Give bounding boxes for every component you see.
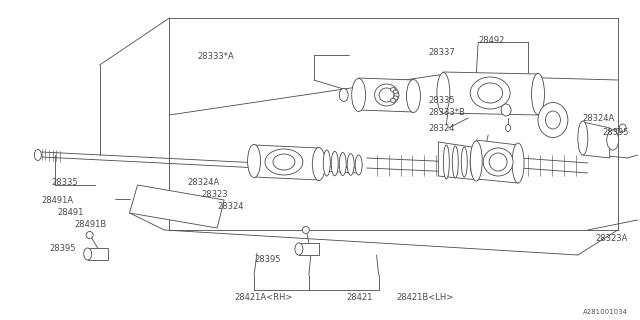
Ellipse shape <box>461 147 467 177</box>
Text: 28491A: 28491A <box>42 196 74 204</box>
Ellipse shape <box>532 74 545 115</box>
Text: 28395: 28395 <box>50 244 76 252</box>
Ellipse shape <box>619 124 626 132</box>
Polygon shape <box>476 140 518 183</box>
Ellipse shape <box>512 143 524 183</box>
Polygon shape <box>88 248 108 260</box>
Text: 28324: 28324 <box>428 124 455 132</box>
Polygon shape <box>358 78 413 112</box>
Ellipse shape <box>374 84 399 106</box>
Ellipse shape <box>578 121 588 155</box>
Ellipse shape <box>607 130 619 150</box>
Ellipse shape <box>506 124 511 132</box>
Ellipse shape <box>489 153 507 171</box>
Ellipse shape <box>379 88 394 102</box>
Polygon shape <box>299 243 319 255</box>
Ellipse shape <box>437 73 450 114</box>
Text: 28324A: 28324A <box>188 178 220 187</box>
Ellipse shape <box>393 96 398 100</box>
Polygon shape <box>254 145 319 180</box>
Text: 28395: 28395 <box>254 255 280 265</box>
Ellipse shape <box>302 227 309 234</box>
Polygon shape <box>583 122 610 158</box>
Polygon shape <box>444 72 538 115</box>
Text: 28337: 28337 <box>428 47 455 57</box>
Ellipse shape <box>390 98 396 102</box>
Text: 28491B: 28491B <box>75 220 107 228</box>
Text: 28324A: 28324A <box>583 114 615 123</box>
Text: 28324: 28324 <box>217 202 244 211</box>
Text: 28421: 28421 <box>347 293 373 302</box>
Text: 28491: 28491 <box>58 207 84 217</box>
Text: 28395: 28395 <box>603 127 629 137</box>
Ellipse shape <box>339 89 348 101</box>
Ellipse shape <box>538 102 568 138</box>
Ellipse shape <box>393 90 398 94</box>
Ellipse shape <box>312 148 325 180</box>
Ellipse shape <box>470 148 476 176</box>
Text: 28492: 28492 <box>478 36 504 44</box>
Ellipse shape <box>470 77 510 109</box>
Ellipse shape <box>355 155 362 175</box>
Text: 28421A<RH>: 28421A<RH> <box>234 293 292 302</box>
Text: 28333*A: 28333*A <box>197 52 234 60</box>
Text: 28323A: 28323A <box>596 234 628 243</box>
Ellipse shape <box>406 79 420 113</box>
Ellipse shape <box>248 145 260 178</box>
Polygon shape <box>129 185 224 228</box>
Ellipse shape <box>323 150 330 176</box>
Text: 28335: 28335 <box>428 95 455 105</box>
Ellipse shape <box>352 78 365 111</box>
Ellipse shape <box>265 149 303 175</box>
Ellipse shape <box>545 111 561 129</box>
Ellipse shape <box>273 154 295 170</box>
Ellipse shape <box>452 146 458 178</box>
Text: 28323: 28323 <box>201 189 228 198</box>
Ellipse shape <box>84 248 92 260</box>
Ellipse shape <box>501 104 511 116</box>
Text: A281001034: A281001034 <box>583 309 628 315</box>
Ellipse shape <box>444 145 449 179</box>
Ellipse shape <box>477 83 502 103</box>
Ellipse shape <box>86 231 93 238</box>
Text: 28333*B: 28333*B <box>428 108 465 116</box>
Ellipse shape <box>483 148 513 176</box>
Polygon shape <box>438 142 478 180</box>
Ellipse shape <box>35 149 42 161</box>
Ellipse shape <box>348 154 354 175</box>
Ellipse shape <box>394 93 399 97</box>
Ellipse shape <box>339 153 346 175</box>
Ellipse shape <box>332 151 339 176</box>
Text: 28421B<LH>: 28421B<LH> <box>397 293 454 302</box>
Text: 28335: 28335 <box>52 178 79 187</box>
Ellipse shape <box>295 243 303 255</box>
Ellipse shape <box>390 88 396 92</box>
Ellipse shape <box>470 141 482 181</box>
